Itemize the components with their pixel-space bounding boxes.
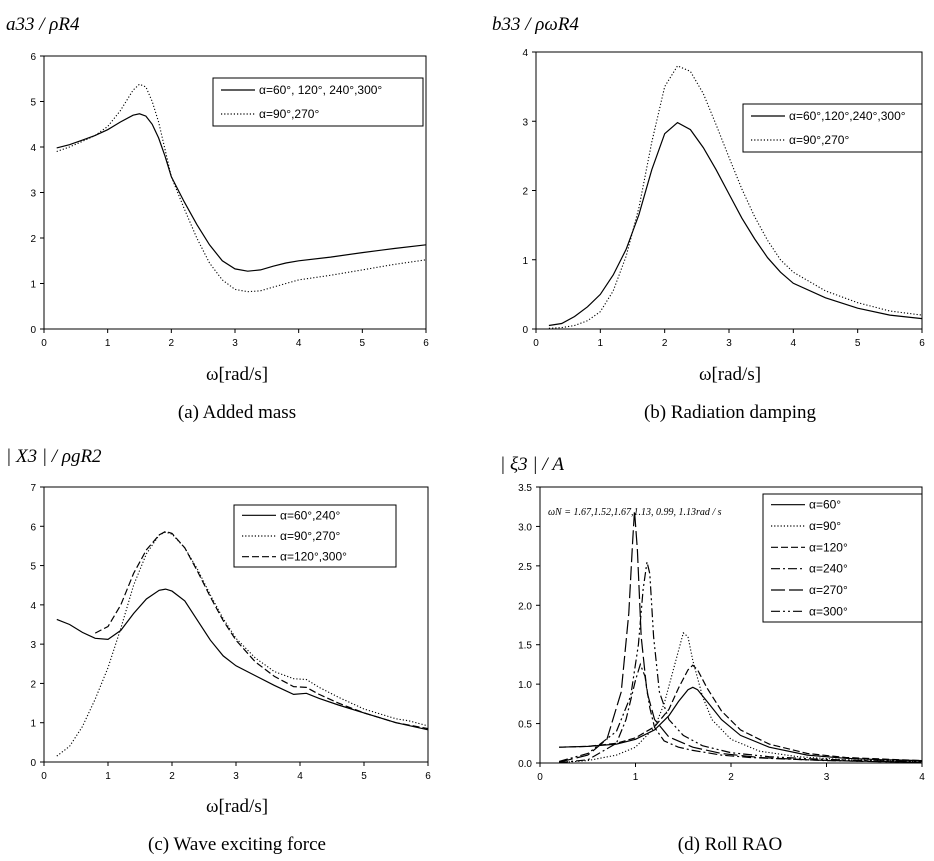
x-tick-label: 5 [361,771,367,782]
chart-panel-3: 0 1 2 3 4 0.0 0.5 1.0 1.5 2.0 2.5 3.0 3.5 α=60° α=90° α… [518,483,925,783]
legend-box [212,77,424,127]
y-tick-label: 3 [522,117,528,128]
legend-label-0: α=60°,240° [280,508,340,522]
legend-box [762,493,923,623]
legend-label-4: α=270° [809,583,848,597]
legend-label-1: α=90°,270° [280,529,340,543]
x-tick-label: 0 [537,772,543,783]
y-tick-label: 2.5 [518,562,532,573]
x-tick-label: 2 [662,338,668,349]
legend-label-2: α=120° [809,540,848,554]
panel-d-caption: (d) Roll RAO [678,834,783,855]
x-tick-label: 3 [232,338,238,349]
x-tick-label: 4 [297,771,303,782]
x-tick-label: 1 [633,772,639,783]
legend-label-5: α=300° [809,604,848,618]
x-tick-label: 4 [791,338,797,349]
series-line-5 [558,561,923,762]
x-tick-label: 4 [919,772,925,783]
x-tick-label: 6 [423,338,429,349]
legend-label-3: α=240° [809,562,848,576]
y-tick-label: 3 [30,189,36,200]
panel-b-ylabel: b33 / ρωR4 [492,14,579,35]
panel-c-caption: (c) Wave exciting force [148,834,326,855]
x-tick-label: 0 [41,338,47,349]
panel-c-ylabel: | X3 | / ρgR2 [6,446,102,467]
y-tick-label: 5 [30,562,36,573]
y-tick-label: 0 [30,325,36,336]
plot-frame [535,51,923,330]
legend-label-0: α=60° [809,498,841,512]
x-tick-label: 3 [726,338,732,349]
y-tick-label: 2 [522,187,528,198]
series-line-0 [548,121,923,327]
x-tick-label: 0 [41,771,47,782]
x-tick-label: 5 [360,338,366,349]
legend-label-0: α=60°, 120°, 240°,300° [259,83,382,97]
panel-d-ylabel: | ξ3 | / A [500,454,564,475]
y-tick-label: 6 [30,522,36,533]
series-line-0 [559,686,923,762]
y-tick-label: 1 [522,256,528,267]
x-tick-label: 1 [598,338,604,349]
x-tick-label: 2 [169,338,175,349]
legend-label-1: α=90° [809,519,841,533]
y-tick-label: 0.0 [518,759,532,770]
legend-label-1: α=90°,270° [789,133,849,147]
x-tick-label: 1 [105,771,111,782]
x-tick-label: 3 [233,771,239,782]
series-line-3 [559,662,923,764]
y-tick-label: 2 [30,679,36,690]
panel-a-caption: (a) Added mass [178,402,296,423]
y-tick-label: 0 [30,758,36,769]
series-line-0 [56,113,427,272]
y-tick-label: 5 [30,98,36,109]
x-tick-label: 2 [169,771,175,782]
y-tick-label: 2 [30,234,36,245]
y-tick-label: 3 [30,640,36,651]
y-tick-label: 6 [30,52,36,63]
y-tick-label: 1 [30,280,36,291]
chart-panel-1: 0 1 2 3 4 5 6 0 1 2 3 4 α=60°,120°,240°,300° α=90°,27… [522,48,925,349]
series-line-2 [559,664,923,762]
legend-box [742,103,923,153]
legend-label-0: α=60°,120°,240°,300° [789,109,906,123]
x-tick-label: 5 [855,338,861,349]
x-tick-label: 1 [105,338,111,349]
y-tick-label: 0 [522,325,528,336]
y-tick-label: 7 [30,483,36,494]
y-tick-label: 1.0 [518,680,532,691]
y-tick-label: 2.0 [518,601,532,612]
y-tick-label: 4 [30,601,36,612]
x-tick-label: 0 [533,338,539,349]
x-tick-label: 6 [919,338,925,349]
panel-c-xlabel: ω[rad/s] [206,796,268,817]
series-line-2 [94,530,429,730]
y-tick-label: 4 [30,143,36,154]
y-tick-label: 1.5 [518,641,532,652]
chart-panel-0: 0 1 2 3 4 5 6 0 1 2 3 4 5 6 α=60°, 120°, 240°,300° α=90… [30,52,429,349]
y-tick-label: 3.5 [518,483,532,494]
x-tick-label: 2 [728,772,734,783]
x-tick-label: 3 [824,772,830,783]
legend-label-1: α=90°,270° [259,107,319,121]
panel-a-ylabel: a33 / ρR4 [6,14,80,35]
y-tick-label: 4 [522,48,528,59]
series-line-0 [56,588,429,731]
x-tick-label: 6 [425,771,431,782]
chart-panel-2: 0 1 2 3 4 5 6 0 1 2 3 4 5 6 7 α=60°,240° α=90°,270° α=120… [30,483,431,782]
y-tick-label: 0.5 [518,720,532,731]
plot-layer: 0 1 2 3 4 5 6 0 1 2 3 4 5 6 α=60°, 120°, 240°,300° α=90… [30,48,925,783]
panel-b-caption: (b) Radiation damping [644,402,817,423]
y-tick-label: 3.0 [518,522,532,533]
legend-label-2: α=120°,300° [280,550,347,564]
x-tick-label: 4 [296,338,302,349]
panel-b-xlabel: ω[rad/s] [699,364,761,385]
panel-a-xlabel: ω[rad/s] [206,364,268,385]
series-line-4 [558,510,923,763]
y-tick-label: 1 [30,719,36,730]
series-line-1 [56,83,427,293]
